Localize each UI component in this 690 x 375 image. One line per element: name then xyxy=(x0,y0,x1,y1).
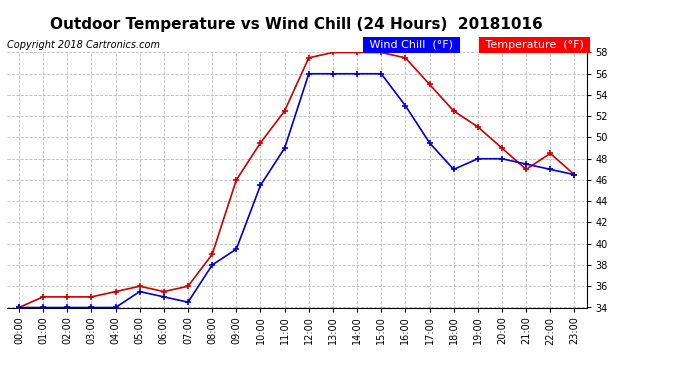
Text: Outdoor Temperature vs Wind Chill (24 Hours)  20181016: Outdoor Temperature vs Wind Chill (24 Ho… xyxy=(50,17,543,32)
Text: Temperature  (°F): Temperature (°F) xyxy=(482,40,588,50)
Text: Copyright 2018 Cartronics.com: Copyright 2018 Cartronics.com xyxy=(7,40,160,50)
Text: Wind Chill  (°F): Wind Chill (°F) xyxy=(366,40,457,50)
